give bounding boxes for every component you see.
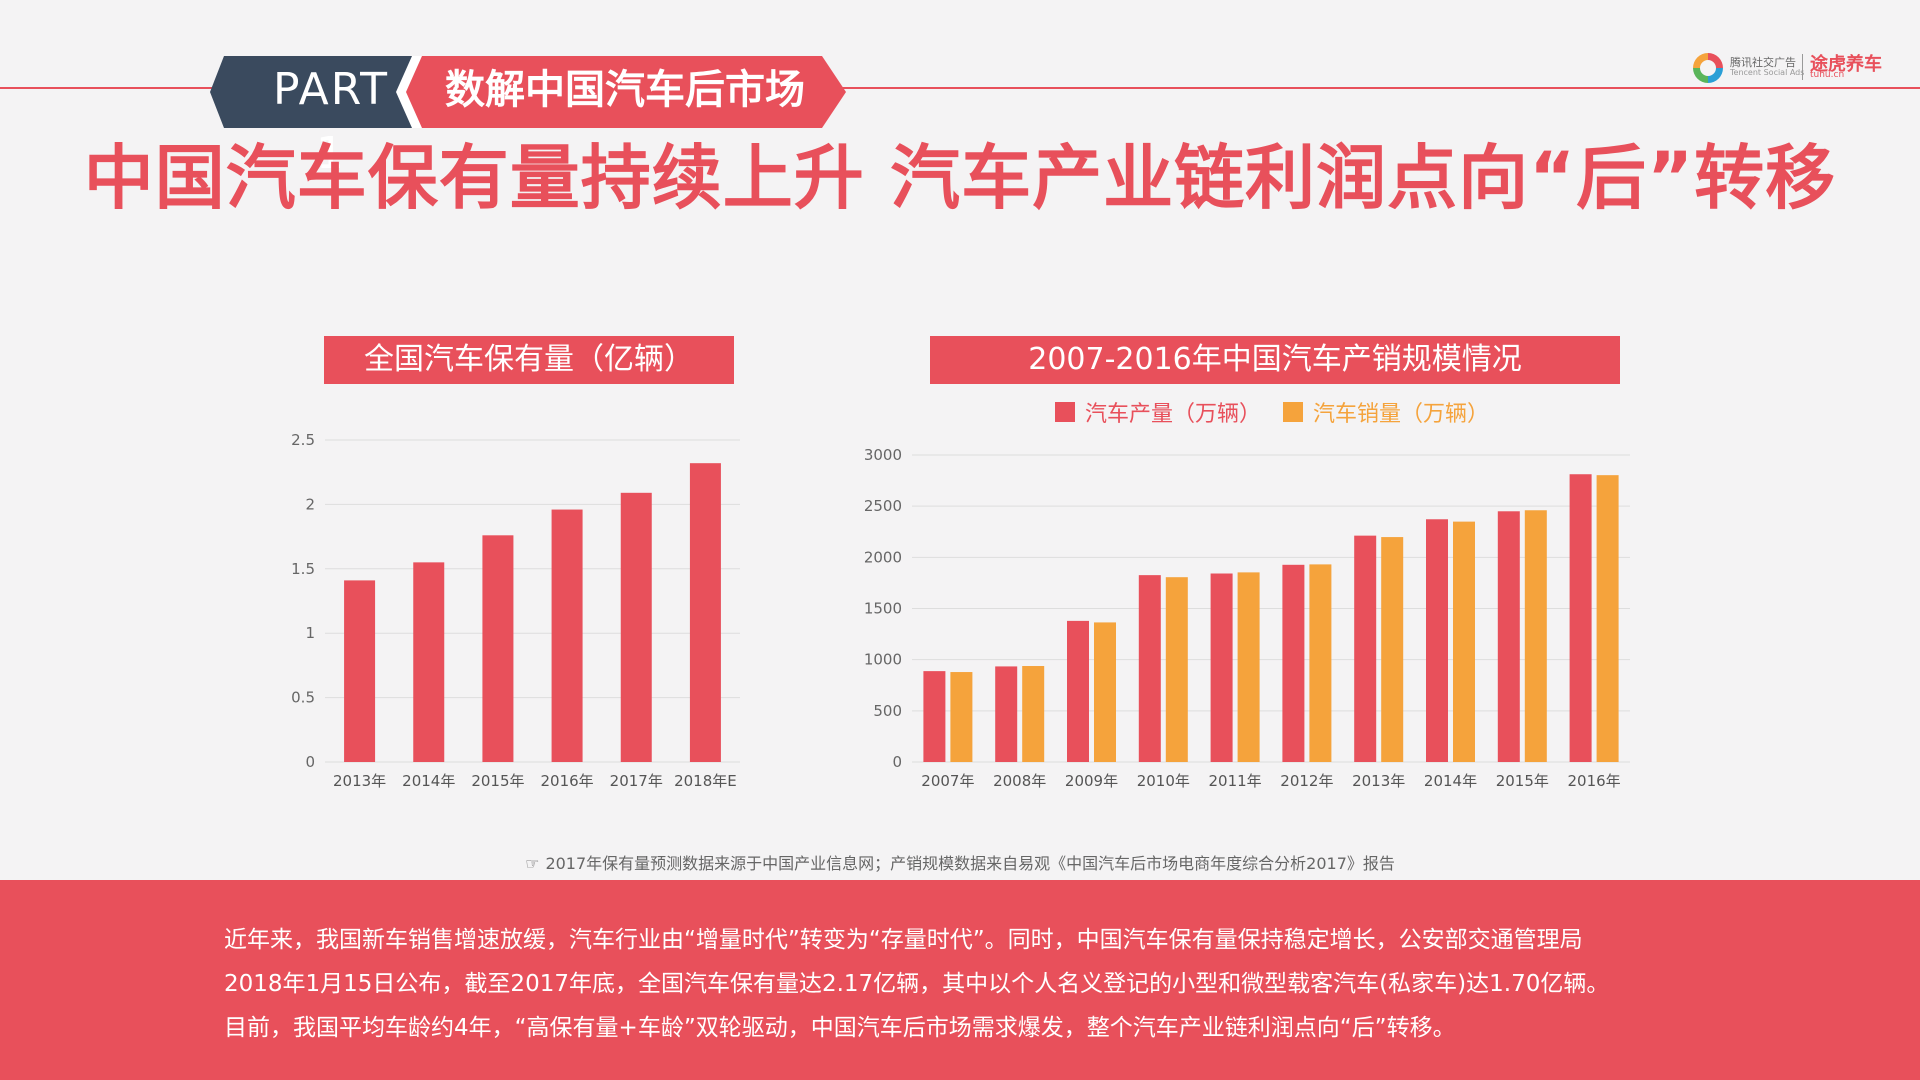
page-title: 中国汽车保有量持续上升 汽车产业链利润点向“后”转移 [83,137,1837,219]
x-tick-label: 2009年 [1065,772,1118,790]
section-label: 数解中国汽车后市场 [445,67,805,113]
bar [1426,519,1448,762]
y-tick-label: 2.5 [291,431,315,449]
y-tick-label: 1500 [864,600,902,618]
x-tick-label: 2013年 [333,772,386,790]
footer-text: 近年来，我国新车销售增速放缓，汽车行业由“增量时代”转变为“存量时代”。同时，中… [224,918,1724,1050]
bar [413,562,445,762]
legend-label-sales: 汽车销量（万辆） [1313,402,1490,427]
logo-area: 腾讯社交广告 Tencent Social Ads 途虎养车 tuhu.cn [1686,48,1896,88]
bar [1309,564,1332,762]
bar [1569,474,1592,762]
y-tick-label: 2 [305,495,315,513]
source-note-text: 2017年保有量预测数据来源于中国产业信息网；产销规模数据来自易观《中国汽车后市… [545,854,1395,873]
bar [1138,575,1161,762]
chart2-title: 2007-2016年中国汽车产销规模情况 [930,336,1620,384]
pointing-hand-icon: ☞ [525,854,540,873]
legend-item-sales: 汽车销量（万辆） [1283,396,1489,428]
y-tick-label: 500 [873,702,902,720]
source-note: ☞ 2017年保有量预测数据来源于中国产业信息网；产销规模数据来自易观《中国汽车后… [0,850,1920,874]
bar [1596,475,1619,762]
bar [344,580,376,762]
bar [1094,622,1116,762]
logo-separator [1802,54,1803,80]
chart2-legend: 汽车产量（万辆） 汽车销量（万辆） [1055,395,1511,429]
y-tick-label: 2000 [864,548,902,566]
logo2-name: 途虎养车 [1810,54,1882,75]
tencent-logo-icon [1693,53,1723,83]
bar [482,535,514,762]
bar [1165,577,1188,762]
bar [1210,573,1233,762]
bar [551,509,583,762]
x-tick-label: 2010年 [1137,772,1190,790]
part-banner-divider [396,56,422,128]
bar [1022,666,1045,762]
bar [1282,564,1305,762]
x-tick-label: 2014年 [1424,772,1477,790]
footer-line-2: 2018年1月15日公布，截至2017年底，全国汽车保有量达2.17亿辆，其中以… [224,971,1610,997]
x-tick-label: 2007年 [921,772,974,790]
y-tick-label: 1 [305,624,315,642]
part-banner-red [404,56,846,128]
chart1-plot: 0 0.5 1 1.5 2 2.5 2013年 2014年 2015年 2016年 2017年 201… [291,431,740,790]
legend-swatch-sales [1283,402,1304,422]
bar [995,666,1018,762]
part-banner [210,56,846,128]
bar [1453,521,1475,762]
header-rule [0,87,1920,89]
footer-line-3: 目前，我国平均车龄约4年，“高保有量+车龄”双轮驱动，中国汽车后市场需求爆发，整… [224,1015,1456,1041]
bar [923,671,946,762]
chart1-title: 全国汽车保有量（亿辆） [324,336,734,384]
logo2-sub: tuhu.cn [1810,70,1845,80]
legend-item-production: 汽车产量（万辆） [1055,396,1261,428]
part-banner-dark [210,56,422,128]
y-tick-label: 0.5 [291,689,315,707]
x-tick-label: 2011年 [1209,772,1262,790]
bar [1237,572,1260,762]
bar [1067,620,1089,762]
footer-line-1: 近年来，我国新车销售增速放缓，汽车行业由“增量时代”转变为“存量时代”。同时，中… [224,927,1583,953]
x-tick-label: 2018年E [674,772,737,790]
bar [950,672,973,762]
y-tick-label: 0 [892,753,902,771]
logo1-name: 腾讯社交广告 [1730,56,1796,69]
x-tick-label: 2008年 [993,772,1046,790]
y-tick-label: 1.5 [291,560,315,578]
x-tick-label: 2015年 [1496,772,1549,790]
bar [1497,511,1520,762]
legend-swatch-production [1055,402,1075,422]
y-tick-label: 2500 [864,497,902,515]
footer-band [0,880,1920,1080]
logo1-sub: Tencent Social Ads [1730,68,1805,77]
bar [1381,537,1404,762]
part-label: PART 1 [272,64,390,179]
chart2-plot: 0 500 1000 1500 2000 2500 3000 2007年 2008年 2009年 2… [864,446,1630,790]
x-tick-label: 2016年 [1568,772,1621,790]
x-tick-label: 2013年 [1352,772,1405,790]
bar [1524,510,1547,762]
y-tick-label: 3000 [864,446,902,464]
y-tick-label: 0 [305,753,315,771]
legend-label-production: 汽车产量（万辆） [1085,402,1262,427]
x-tick-label: 2012年 [1280,772,1333,790]
x-tick-label: 2015年 [471,772,524,790]
y-tick-label: 1000 [864,651,902,669]
x-tick-label: 2014年 [402,772,455,790]
x-tick-label: 2016年 [540,772,593,790]
x-tick-label: 2017年 [610,772,663,790]
bar [689,463,721,762]
bar [620,492,652,762]
bar [1354,535,1377,762]
